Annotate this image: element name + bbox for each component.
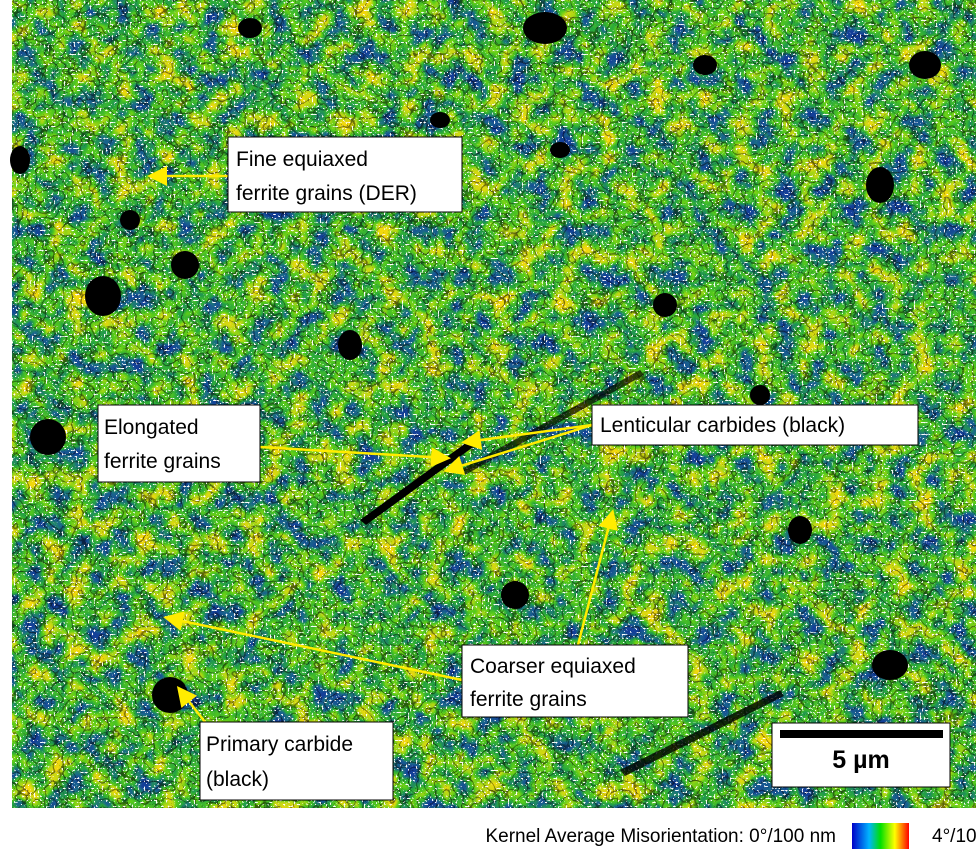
annotation-text: Elongated	[104, 416, 199, 439]
annotation-text: Primary carbide	[206, 733, 353, 756]
annotation-text: ferrite grains	[470, 688, 587, 711]
annotation-text: Lenticular carbides (black)	[600, 414, 845, 437]
legend-max-label: 4°/100 nm	[932, 826, 976, 847]
annotation-text: ferrite grains	[104, 450, 221, 473]
annotation-text: Fine equiaxed	[236, 148, 368, 171]
annotation-text: (black)	[206, 768, 269, 791]
annotation-text: ferrite grains (DER)	[236, 182, 417, 205]
scale-bar-line	[780, 730, 943, 738]
scale-bar: 5 µm	[772, 723, 950, 787]
figure: Fine equiaxed ferrite grains (DER) Elong…	[0, 0, 976, 855]
legend: Kernel Average Misorientation: 0°/100 nm…	[485, 823, 976, 849]
page: {"annotations": [ {"lines": ["Fine equia…	[0, 0, 976, 855]
annotation-text: Coarser equiaxed	[470, 655, 636, 678]
scale-bar-label: 5 µm	[832, 746, 889, 774]
colorbar	[852, 823, 909, 849]
legend-title: Kernel Average Misorientation: 0°/100 nm	[485, 826, 836, 847]
